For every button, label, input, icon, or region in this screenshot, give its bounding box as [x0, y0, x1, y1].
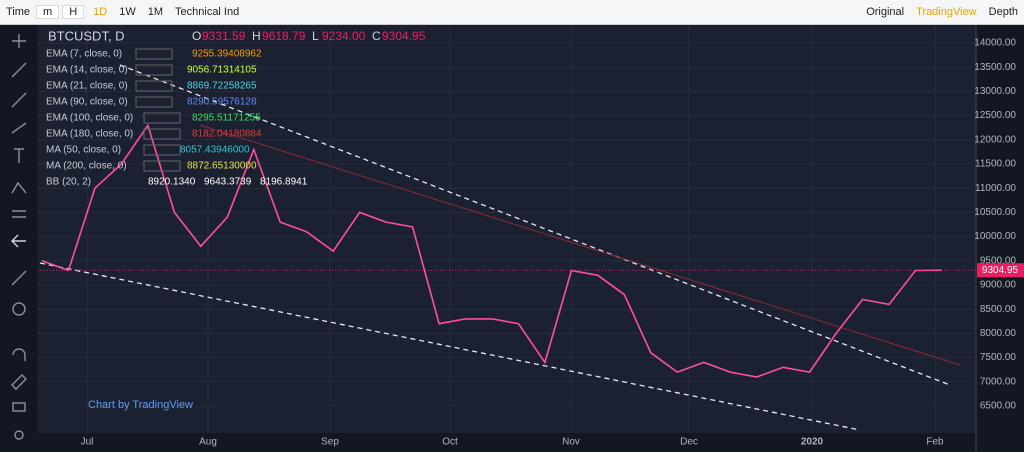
y-tick-label: 10500.00 [974, 207, 1016, 218]
trend-line [199, 124, 961, 366]
price-axis [976, 25, 1024, 452]
ohlc-value: 9234.00 [322, 29, 366, 43]
last-price-label: 9304.95 [982, 265, 1019, 276]
x-tick-label: Aug [199, 437, 217, 448]
indicator-controls [143, 160, 181, 172]
ohlc-value: 9618.79 [262, 29, 306, 43]
indicator-name: EMA (100, close, 0) [46, 113, 133, 124]
indicator-controls [143, 112, 181, 124]
indicator-name: MA (50, close, 0) [46, 145, 121, 156]
last-price-tag [977, 263, 1024, 278]
left-toolbar [0, 25, 38, 452]
y-tick-label: 9000.00 [980, 280, 1017, 291]
plot-area [38, 25, 976, 433]
x-tick-label: 2020 [801, 437, 824, 448]
x-tick-label: Nov [562, 437, 580, 448]
indicator-name: BB (20, 2) [46, 177, 91, 188]
indicator-name: EMA (14, close, 0) [46, 65, 128, 76]
y-tick-label: 8000.00 [980, 328, 1017, 339]
y-tick-label: 12000.00 [974, 134, 1016, 145]
y-tick-label: 7000.00 [980, 376, 1017, 387]
x-tick-label: Feb [926, 437, 944, 448]
symbol: BTCUSDT, D [48, 28, 125, 43]
indicator-name: EMA (7, close, 0) [46, 49, 122, 60]
y-tick-label: 12500.00 [974, 110, 1016, 121]
y-tick-label: 8500.00 [980, 304, 1017, 315]
toolbar-button[interactable]: 1M [147, 6, 164, 18]
watermark: Chart by TradingView [88, 399, 193, 411]
y-tick-label: 6500.00 [980, 401, 1017, 412]
indicator-value: 9255.39408962 [192, 49, 262, 60]
indicator-value: 8182.04180884 [192, 129, 262, 140]
ohlc-value: 9331.59 [202, 29, 246, 43]
y-tick-label: 9500.00 [980, 255, 1017, 266]
x-tick-label: Dec [680, 437, 698, 448]
indicator-name: EMA (180, close, 0) [46, 129, 133, 140]
indicator-value: 8872.65130000 [187, 161, 257, 172]
indicator-value: 9056.71314105 [187, 65, 257, 76]
toolbar-button[interactable]: 1D [93, 6, 108, 18]
ohlc-key: O [192, 29, 201, 43]
y-tick-label: 14000.00 [974, 38, 1016, 49]
indicator-controls [135, 48, 173, 60]
indicator-value: 9643.3739 [204, 177, 252, 188]
indicator-controls [135, 80, 173, 92]
indicator-value: 8869.72258265 [187, 81, 257, 92]
tool-icons [11, 34, 27, 440]
toolbar-button[interactable]: Depth [988, 6, 1018, 18]
indicator-name: EMA (21, close, 0) [46, 81, 128, 92]
indicator-value: 8290.59576128 [187, 97, 257, 108]
indicator-value: 8057.43946000 [180, 145, 250, 156]
y-tick-label: 13500.00 [974, 62, 1016, 73]
toolbar-button[interactable]: 1W [119, 6, 136, 18]
indicator-name: MA (200, close, 0) [46, 161, 127, 172]
y-tick-label: 10000.00 [974, 231, 1016, 242]
toolbar-button[interactable]: m [36, 5, 60, 19]
x-tick-label: Oct [442, 437, 458, 448]
ohlc-key: H [252, 29, 261, 43]
toolbar-button[interactable]: Original [866, 6, 905, 18]
indicator-controls [135, 64, 173, 76]
indicator-value: 8196.8941 [260, 177, 308, 188]
indicator-name: EMA (90, close, 0) [46, 97, 128, 108]
toolbar-button[interactable]: Time [6, 6, 31, 18]
ohlc-value: 9304.95 [382, 29, 426, 43]
price-line [41, 123, 943, 378]
indicator-controls [143, 144, 181, 156]
trend-channel [39, 64, 951, 431]
indicator-value: 8295.51171255 [192, 113, 261, 124]
toolbar-button[interactable]: TradingView [916, 6, 977, 18]
indicator-value: 8920.1340 [148, 177, 196, 188]
toolbar-button[interactable]: H [62, 5, 85, 19]
y-tick-label: 11000.00 [975, 183, 1016, 194]
y-tick-label: 11500.00 [975, 159, 1016, 170]
x-tick-label: Jul [81, 437, 94, 448]
y-tick-label: 7500.00 [980, 352, 1017, 363]
toolbar-button[interactable]: Technical Ind [175, 6, 240, 18]
y-tick-label: 13000.00 [974, 86, 1016, 97]
ohlc-key: L [312, 29, 319, 43]
toolbar: Time m H 1D 1W 1M Technical Ind Original Trading… [0, 0, 1024, 25]
indicator-controls [135, 96, 173, 108]
chart: 6500.00 7000.00 7500.00 8000.00 8500.00 9000.… [0, 25, 1024, 452]
x-tick-label: Sep [321, 437, 339, 448]
ohlc-key: C [372, 29, 381, 43]
indicator-controls [143, 128, 181, 140]
